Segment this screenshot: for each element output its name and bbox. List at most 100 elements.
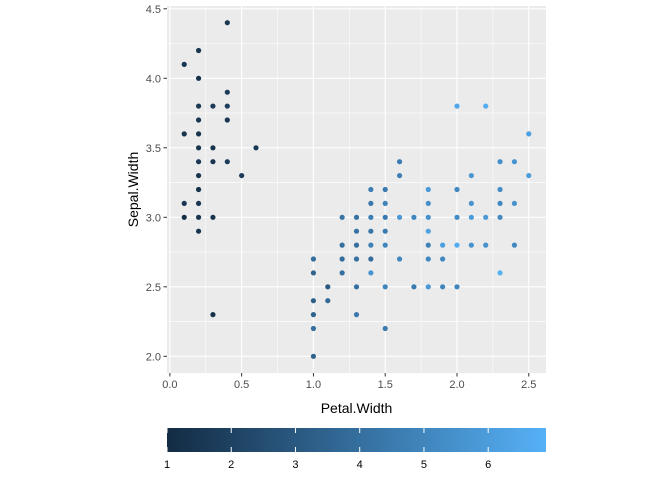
y-tick-label: 3.0 [146, 212, 161, 224]
data-point [353, 228, 360, 234]
data-point [310, 270, 317, 276]
data-point [210, 214, 216, 220]
x-tick-label: 2.0 [449, 379, 464, 391]
data-point [195, 117, 202, 123]
data-point [224, 117, 230, 123]
data-point [382, 214, 388, 220]
data-point [526, 172, 532, 179]
data-point [195, 228, 202, 234]
data-point [368, 270, 374, 276]
data-point [195, 214, 202, 220]
data-point [425, 186, 431, 193]
data-point [468, 214, 474, 220]
data-point [454, 242, 460, 248]
x-axis: 0.0 0.5 1.0 1.5 2.0 2.5 [162, 373, 536, 391]
data-point [224, 103, 230, 109]
data-point [339, 242, 345, 248]
data-point [210, 145, 216, 151]
x-tick-label: 1.5 [378, 379, 393, 391]
y-tick-label: 3.5 [146, 143, 161, 155]
data-point [497, 214, 503, 220]
data-point [310, 325, 317, 332]
data-point [195, 186, 202, 193]
color-legend-bar [167, 428, 546, 452]
data-point [425, 284, 431, 290]
data-point [310, 353, 317, 359]
data-point [440, 256, 446, 262]
data-point [310, 312, 317, 318]
data-point [396, 172, 403, 179]
data-point [483, 242, 489, 248]
data-point [195, 103, 202, 109]
data-point [382, 186, 388, 193]
x-axis-title: Petal.Width [321, 400, 393, 416]
legend-tick-label: 3 [292, 459, 298, 471]
x-tick-label: 2.5 [521, 379, 536, 391]
data-point [195, 159, 202, 165]
data-point [425, 242, 431, 248]
data-point [382, 284, 388, 290]
data-point [382, 325, 388, 332]
data-point [210, 159, 216, 165]
data-point [181, 214, 187, 220]
x-tick-label: 0.5 [234, 379, 249, 391]
data-point [454, 284, 460, 290]
data-points [181, 20, 532, 359]
data-point [368, 228, 374, 234]
color-legend-ticks: 1 2 3 4 5 6 [164, 428, 491, 471]
legend-tick-label: 6 [485, 459, 491, 471]
data-point [325, 298, 331, 304]
data-point [368, 242, 374, 248]
data-point [497, 186, 503, 193]
x-tick-label: 0.0 [162, 379, 177, 391]
data-point [468, 200, 474, 207]
data-point [440, 284, 446, 290]
legend-tick-label: 4 [357, 459, 363, 471]
data-point [195, 47, 202, 54]
data-point [454, 103, 460, 109]
data-point [224, 89, 230, 95]
data-point [353, 284, 360, 290]
data-point [425, 214, 431, 220]
x-tick-label: 1.0 [306, 379, 321, 391]
data-point [353, 214, 360, 220]
data-point [224, 159, 230, 165]
y-tick-label: 4.5 [146, 4, 161, 16]
data-point [353, 256, 360, 262]
data-point [339, 270, 345, 276]
data-point [239, 172, 245, 179]
data-point [368, 186, 374, 193]
data-point [382, 242, 388, 248]
data-point [339, 214, 345, 220]
data-point [181, 131, 187, 137]
y-tick-label: 2.5 [146, 282, 161, 294]
data-point [483, 214, 489, 220]
data-point [368, 256, 374, 262]
data-point [440, 242, 446, 248]
data-point [210, 312, 216, 318]
data-point [425, 256, 431, 262]
legend-tick-label: 2 [228, 459, 234, 471]
legend-tick-label: 1 [164, 459, 170, 471]
data-point [425, 228, 431, 234]
minor-gridlines [167, 6, 546, 373]
data-point [396, 256, 403, 262]
data-point [511, 200, 518, 207]
data-point [353, 242, 360, 248]
data-point [526, 131, 532, 137]
data-point [195, 75, 202, 81]
data-point [195, 200, 202, 207]
y-axis-title: Sepal.Width [125, 152, 141, 227]
data-point [339, 256, 345, 262]
data-point [310, 298, 317, 304]
data-point [497, 159, 503, 165]
data-point [454, 186, 460, 193]
data-point [353, 312, 360, 318]
y-tick-label: 2.0 [146, 351, 161, 363]
plot-panel [167, 6, 546, 373]
data-point [396, 214, 403, 220]
data-point [468, 242, 474, 248]
data-point [310, 256, 317, 262]
data-point [181, 200, 187, 207]
